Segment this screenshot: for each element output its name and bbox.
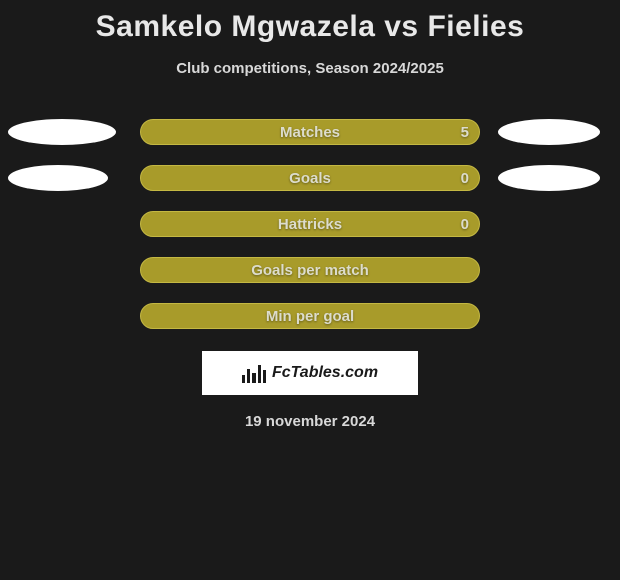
snapshot-date: 19 november 2024 bbox=[0, 413, 620, 430]
stat-row: Matches 5 bbox=[0, 119, 620, 145]
right-ellipse-icon bbox=[498, 119, 600, 145]
page-subtitle: Club competitions, Season 2024/2025 bbox=[0, 60, 620, 77]
stat-label: Min per goal bbox=[266, 308, 354, 325]
stat-bar: Min per goal bbox=[140, 303, 480, 329]
stat-label: Goals per match bbox=[251, 262, 369, 279]
stat-value: 0 bbox=[461, 170, 469, 187]
right-ellipse-icon bbox=[498, 165, 600, 191]
left-ellipse-icon bbox=[8, 119, 116, 145]
stat-row: Hattricks 0 bbox=[0, 211, 620, 237]
stat-bar: Goals per match bbox=[140, 257, 480, 283]
stat-label: Hattricks bbox=[278, 216, 342, 233]
logo-box: FcTables.com bbox=[202, 351, 418, 395]
stat-label: Matches bbox=[280, 124, 340, 141]
page-title: Samkelo Mgwazela vs Fielies bbox=[0, 0, 620, 44]
stat-value: 5 bbox=[461, 124, 469, 141]
logo-text: FcTables.com bbox=[272, 364, 378, 382]
stat-row: Min per goal bbox=[0, 303, 620, 329]
stat-row: Goals per match bbox=[0, 257, 620, 283]
stat-bar: Goals 0 bbox=[140, 165, 480, 191]
stat-bar: Matches 5 bbox=[140, 119, 480, 145]
stat-bar: Hattricks 0 bbox=[140, 211, 480, 237]
stat-label: Goals bbox=[289, 170, 331, 187]
stat-row: Goals 0 bbox=[0, 165, 620, 191]
bar-chart-icon bbox=[242, 363, 266, 383]
stat-value: 0 bbox=[461, 216, 469, 233]
stat-bars-container: Matches 5 Goals 0 Hattricks 0 Goals per match M… bbox=[0, 119, 620, 329]
left-ellipse-icon bbox=[8, 165, 108, 191]
